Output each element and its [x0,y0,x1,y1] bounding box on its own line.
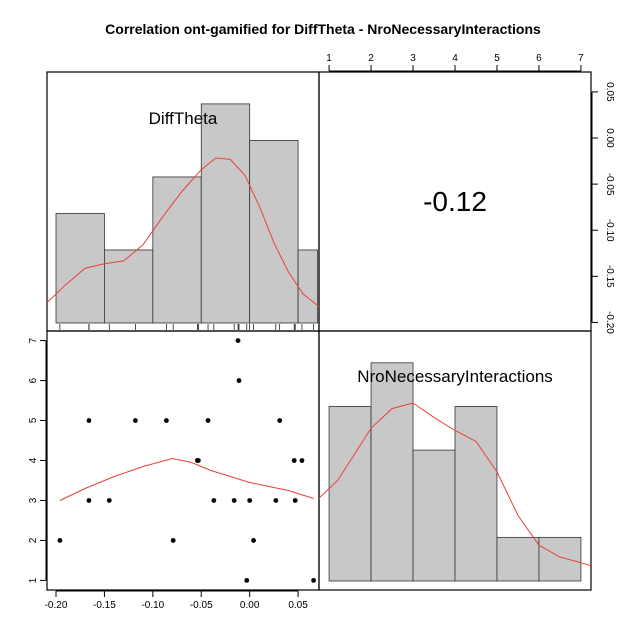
left-axis-tick-label: 4 [28,457,39,463]
scatter-point [236,378,242,383]
scatter-point [170,538,176,543]
left-axis-tick-label: 1 [28,577,39,583]
correlation-panel: -0.12 [423,186,487,217]
right-axis-tick-label: 0.00 [604,128,615,148]
top-axis-tick-label: 7 [578,53,584,64]
left-axis-tick-label: 3 [28,497,39,503]
nro-hist-bar [496,536,540,582]
nro-hist-bar [412,449,456,582]
panel-bottom-right-frame [318,330,592,591]
nro-hist-bar [328,406,372,582]
nro-density-curve [318,402,592,567]
bottom-axis-tick-label: -0.10 [141,600,164,611]
scatter-point [211,498,217,503]
scatter-point [251,538,256,543]
scatter-point [244,578,250,583]
top-axis-tick-label: 4 [452,53,458,64]
diff-theta-hist-bar [249,140,299,324]
correlation-value: -0.12 [423,186,487,217]
nro-interactions-label: NroNecessaryInteractions [357,367,553,386]
nro-hist-bar [454,406,498,582]
diff-theta-hist-bar [55,213,105,324]
scatter-point [133,418,138,423]
scatter-smooth-line [59,457,314,501]
scatter-point [205,418,211,423]
scatter-point [247,498,253,503]
scatter-point [231,498,237,503]
right-axis-tick-label: -0.05 [604,173,615,196]
scatter-point [86,498,92,503]
nro-interactions-histogram-panel [318,362,592,582]
right-axis-tick-label: -0.15 [604,265,615,288]
scatter-point [299,458,305,463]
scatter-point [235,338,241,343]
nro-hist-bar [538,536,582,582]
left-axis-tick-label: 5 [28,417,39,423]
right-axis-tick-label: 0.05 [604,82,615,102]
scatter-point [277,418,283,423]
left-axis-tick-label: 7 [28,337,39,343]
right-axis-tick-label: -0.20 [604,311,615,334]
bottom-axis-tick-label: 0.05 [288,600,308,611]
diff-theta-histogram-panel [46,103,320,330]
diff-theta-hist-bar [152,176,202,324]
bottom-axis-tick-label: 0.00 [240,600,260,611]
diff-theta-label: DiffTheta [149,109,218,128]
diff-theta-density-curve [46,157,320,307]
scatter-panel [57,338,316,583]
scatter-point [195,458,201,463]
diff-theta-hist-bar [297,249,318,324]
left-axis-tick-label: 6 [28,377,39,383]
left-axis-tick-label: 2 [28,537,39,543]
diff-theta-hist-bar [104,249,154,324]
scatter-point [291,458,297,463]
scatter-point [106,498,112,503]
diff-theta-hist-bar [200,103,251,324]
scatter-point [292,498,298,503]
right-axis-tick-label: -0.10 [604,219,615,242]
scatter-point [86,418,92,423]
top-axis-tick-label: 3 [410,53,416,64]
top-axis-tick-label: 6 [536,53,542,64]
scatter-point [311,578,316,583]
top-axis-tick-label: 2 [368,53,374,64]
axes: -0.20 -0.15 -0.10 -0.05 0.00 0.05 1 2 3 4 5 6 7 1 2 3 4 5… [28,53,615,611]
scatter-point [273,498,279,503]
chart-title: Correlation ont-gamified for DiffTheta -… [105,21,541,37]
top-axis-tick-label: 5 [494,53,500,64]
bottom-axis-tick-label: -0.15 [93,600,116,611]
bottom-axis-tick-label: -0.05 [190,600,213,611]
scatter-point [57,538,63,543]
scatter-point [163,418,169,423]
bottom-axis-tick-label: -0.20 [45,600,68,611]
top-axis-tick-label: 1 [326,53,332,64]
nro-hist-bar [370,362,414,582]
